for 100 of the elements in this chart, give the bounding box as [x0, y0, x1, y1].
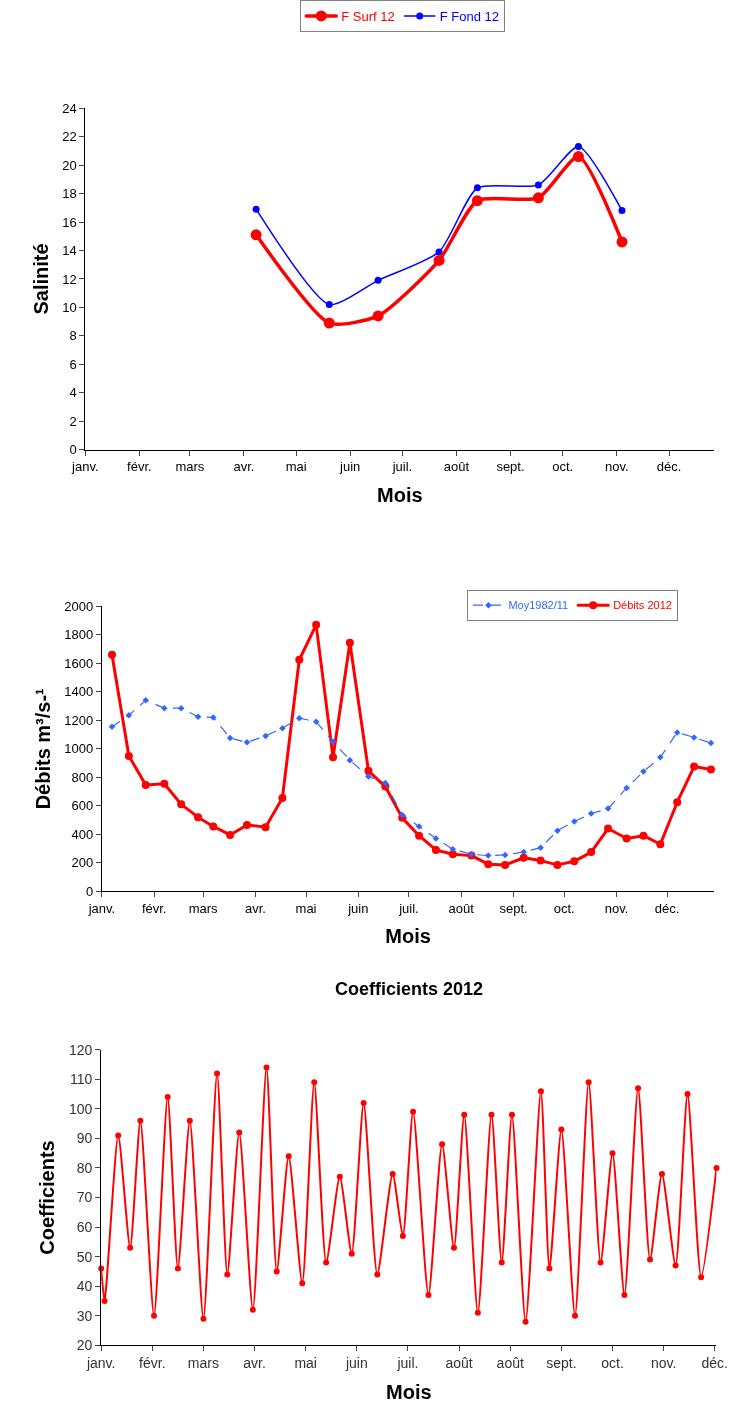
x-tick-label: mai [294, 1355, 317, 1372]
x-axis-title: Mois [385, 925, 431, 948]
point [249, 1306, 256, 1313]
x-tick-label: juin [347, 900, 369, 916]
x-tick-label: mars [188, 900, 219, 916]
point [546, 1265, 553, 1272]
y-tick-label: 1800 [64, 627, 94, 643]
point [484, 860, 493, 869]
point [609, 1150, 616, 1157]
point [501, 851, 509, 859]
y-tick-label: 80 [76, 1159, 93, 1176]
point [698, 1274, 705, 1281]
point [226, 830, 235, 839]
point [261, 823, 270, 832]
x-tick-label: déc. [701, 1355, 729, 1372]
point [174, 1265, 181, 1272]
point [537, 1088, 544, 1095]
x-tick-label: août [496, 1355, 524, 1372]
point [435, 248, 443, 256]
point [488, 1111, 495, 1118]
point [485, 852, 492, 859]
point [473, 184, 481, 192]
y-tick-label: 2 [69, 413, 77, 429]
x-tick-label: févr. [141, 900, 167, 916]
y-axis-title: Salinité [29, 243, 52, 315]
point [707, 739, 715, 747]
legend-label: F Surf 12 [341, 9, 395, 25]
point [597, 1259, 604, 1266]
y-tick-label: 100 [69, 1100, 93, 1117]
x-tick-label: sept. [546, 1355, 577, 1372]
point [336, 1173, 343, 1180]
point [345, 638, 354, 647]
point [161, 704, 168, 712]
point [656, 840, 665, 849]
point [672, 1262, 679, 1269]
point [536, 856, 545, 865]
point [616, 236, 628, 248]
point [200, 1315, 207, 1322]
point [164, 1094, 171, 1101]
point [177, 800, 186, 809]
point [690, 762, 699, 771]
point [242, 820, 251, 829]
x-tick-label: juin [339, 459, 361, 475]
x-tick-label: oct. [601, 1355, 624, 1372]
point [186, 1117, 193, 1124]
x-tick-label: avr. [244, 900, 266, 916]
point [587, 810, 595, 817]
point [295, 655, 304, 664]
point [263, 1064, 270, 1071]
point [365, 773, 372, 780]
point [299, 1280, 306, 1287]
y-tick-label: 20 [62, 157, 77, 173]
point [252, 205, 260, 213]
point [450, 1244, 457, 1251]
point [415, 831, 424, 840]
point [572, 151, 584, 163]
y-tick-label: 90 [76, 1130, 93, 1147]
point [323, 1259, 330, 1266]
y-tick-label: 4 [69, 385, 77, 401]
y-tick-label: 18 [62, 186, 77, 202]
point [125, 712, 133, 719]
point [236, 1129, 243, 1136]
point [410, 1108, 417, 1115]
point [558, 1126, 565, 1133]
point [209, 822, 218, 831]
point [706, 765, 715, 774]
point [177, 704, 185, 712]
point [399, 1232, 406, 1239]
x-tick-label: juin [344, 1355, 368, 1372]
x-tick-label: déc. [654, 900, 680, 916]
y-tick-label: 8 [69, 328, 77, 344]
y-tick-label: 20 [76, 1337, 93, 1354]
point [498, 1259, 505, 1266]
point [224, 1271, 231, 1278]
point [635, 1085, 642, 1092]
x-tick-label: avr. [243, 1355, 266, 1372]
point [621, 1292, 628, 1299]
point [570, 857, 579, 866]
point [127, 1244, 134, 1251]
x-tick-label: nov. [604, 459, 629, 475]
point [431, 845, 440, 854]
point [194, 813, 203, 822]
point [461, 1111, 468, 1118]
x-tick-label: juil. [391, 459, 413, 475]
x-tick-label: nov. [650, 1355, 677, 1372]
point [325, 301, 333, 309]
point [554, 827, 561, 834]
point [160, 779, 169, 788]
x-tick-label: nov. [604, 900, 629, 916]
y-tick-label: 1600 [64, 655, 94, 671]
x-tick-label: mars [187, 1355, 219, 1372]
y-axis-title: Coefficients [36, 1140, 59, 1255]
x-tick-label: févr. [139, 1355, 166, 1372]
x-axis-title: Mois [386, 1380, 432, 1403]
point [639, 831, 648, 840]
y-tick-label: 200 [71, 855, 94, 871]
point [360, 1099, 367, 1106]
point [278, 793, 287, 802]
point [673, 729, 681, 736]
point [657, 754, 664, 761]
